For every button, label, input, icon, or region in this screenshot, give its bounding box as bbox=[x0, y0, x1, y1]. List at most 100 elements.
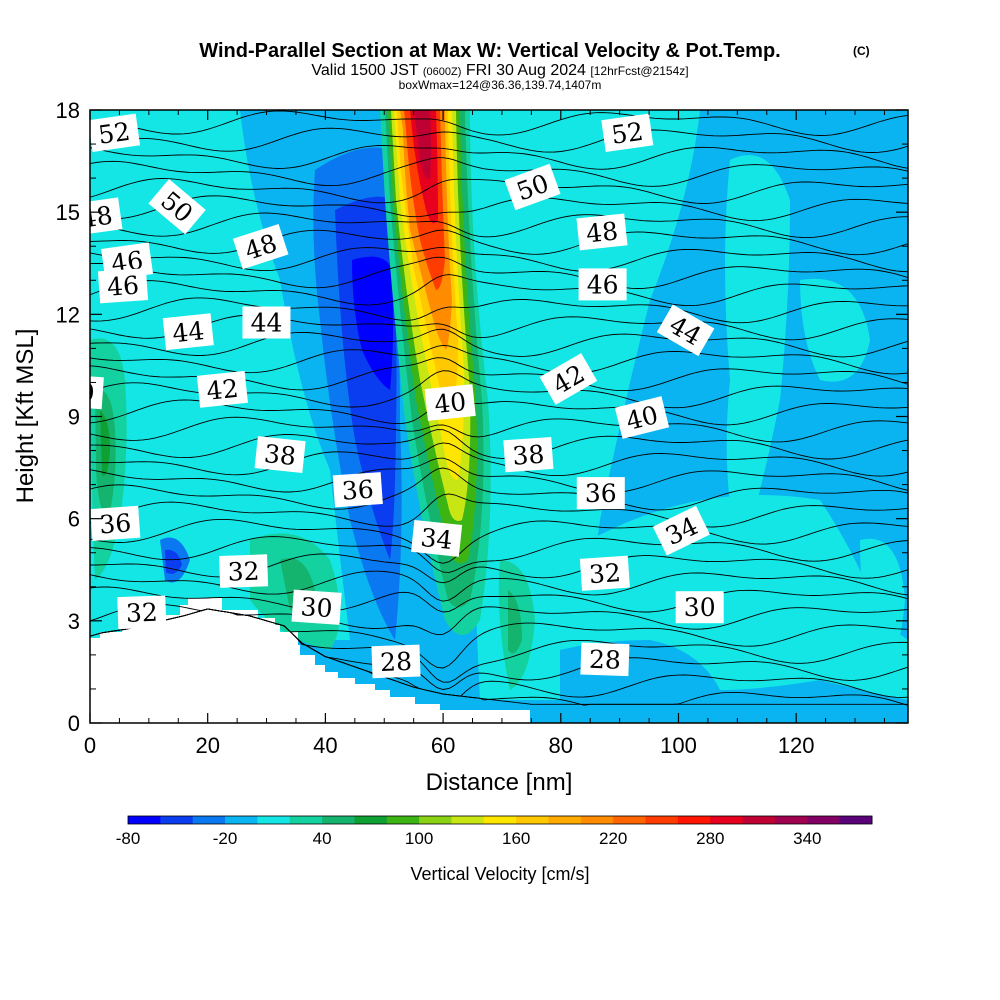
contour-label: 28 bbox=[580, 642, 630, 677]
colorbar: -80 -20 40 100 160 220 280 340 bbox=[116, 815, 873, 848]
contour-label-box bbox=[97, 268, 149, 304]
theta-contour bbox=[90, 328, 908, 358]
colorbar-swatch bbox=[257, 816, 291, 824]
contour-label-text: 36 bbox=[585, 479, 617, 508]
contour-label: 32 bbox=[219, 554, 269, 588]
chart-subtitle2: boxWmax=124@36.36,139.74,1407m bbox=[399, 78, 602, 92]
colorbar-tick-label: 220 bbox=[599, 829, 627, 848]
contour-label-text: 34 bbox=[419, 523, 454, 555]
chart-subtitle: Valid 1500 JST (0600Z) FRI 30 Aug 2024 [… bbox=[311, 62, 688, 79]
field-blue-region bbox=[560, 640, 908, 723]
contour-label-text: 30 bbox=[300, 592, 334, 623]
theta-contour bbox=[90, 127, 908, 153]
contour-label-text: 44 bbox=[251, 309, 283, 338]
theta-contour bbox=[90, 256, 908, 289]
chart-title-mark: (C) bbox=[853, 44, 870, 58]
contour-label-text: 42 bbox=[205, 374, 240, 406]
contour-label: 44 bbox=[162, 313, 214, 351]
contour-label-box bbox=[579, 555, 630, 591]
colorbar-swatch bbox=[322, 816, 355, 824]
contour-label: 36 bbox=[332, 472, 383, 508]
theta-contour bbox=[90, 178, 908, 204]
contour-label-text: 32 bbox=[588, 558, 622, 589]
contour-label-text: 52 bbox=[610, 117, 646, 150]
x-tick-label: 120 bbox=[778, 733, 815, 758]
theta-contour bbox=[90, 457, 908, 494]
colorbar-tick-label: -80 bbox=[116, 829, 141, 848]
x-axis: 0 20 40 60 80 100 120 bbox=[84, 110, 885, 758]
contour-label-text: 28 bbox=[380, 647, 413, 677]
contour-label-box bbox=[656, 304, 715, 357]
theta-contour bbox=[90, 229, 908, 256]
colorbar-swatch bbox=[742, 816, 776, 824]
contour-label: 52 bbox=[601, 113, 654, 152]
contour-label-box bbox=[148, 179, 206, 235]
field-green-region bbox=[508, 590, 522, 654]
contour-label: 46 bbox=[97, 268, 149, 304]
colorbar-swatch bbox=[419, 816, 452, 824]
contour-label-box bbox=[254, 436, 306, 474]
colorbar-tick-label: 40 bbox=[313, 829, 332, 848]
theta-contour bbox=[90, 603, 908, 636]
contour-label: 32 bbox=[117, 595, 167, 630]
contour-label-box bbox=[580, 642, 630, 677]
colorbar-swatch bbox=[807, 816, 841, 824]
x-tick-label: 80 bbox=[549, 733, 573, 758]
contour-label: 40 bbox=[424, 384, 476, 421]
colorbar-tick-label: 280 bbox=[696, 829, 724, 848]
y-tick-label: 15 bbox=[56, 200, 80, 225]
colorbar-swatch bbox=[548, 816, 582, 824]
contour-label: 48 bbox=[90, 197, 123, 236]
contour-label-text: 32 bbox=[125, 598, 158, 628]
colorbar-swatch bbox=[451, 816, 485, 824]
subtitle-fcst: [12hrFcst@2154z] bbox=[590, 64, 688, 78]
contour-label-box bbox=[117, 595, 167, 630]
colorbar-swatch bbox=[128, 816, 161, 824]
contour-label-text: 40 bbox=[62, 377, 96, 408]
theta-contour bbox=[90, 212, 908, 239]
colorbar-swatch bbox=[516, 816, 550, 824]
contour-label-text: 36 bbox=[341, 475, 375, 506]
y-tick-label: 9 bbox=[68, 405, 80, 430]
contour-label: 36 bbox=[90, 505, 141, 542]
contour-label-box bbox=[242, 306, 291, 339]
x-tick-label: 60 bbox=[431, 733, 455, 758]
colorbar-swatch bbox=[710, 816, 744, 824]
contour-label: 38 bbox=[503, 436, 554, 473]
contour-label-text: 46 bbox=[587, 270, 619, 299]
contour-label-box bbox=[90, 505, 141, 542]
contour-label-text: 40 bbox=[433, 387, 468, 419]
colorbar-swatch bbox=[225, 816, 258, 824]
contour-label-text: 44 bbox=[171, 316, 206, 348]
contour-label-box bbox=[196, 370, 248, 408]
contour-label: 30 bbox=[291, 589, 342, 625]
contour-label-text: 46 bbox=[106, 271, 140, 302]
theta-contours bbox=[90, 110, 908, 706]
contour-label-box bbox=[576, 477, 625, 510]
contour-label-text: 30 bbox=[684, 593, 716, 622]
contour-label-box bbox=[601, 113, 654, 152]
field-updraft-region bbox=[414, 110, 431, 180]
terrain-mask bbox=[90, 598, 530, 723]
theta-contour bbox=[90, 518, 908, 564]
y-tick-label: 12 bbox=[56, 302, 80, 327]
contour-label-box bbox=[90, 113, 141, 152]
y-tick-label: 6 bbox=[68, 507, 80, 532]
contour-label-box bbox=[411, 519, 463, 557]
contour-label-text: 48 bbox=[585, 216, 620, 248]
contour-label-text: 28 bbox=[588, 645, 621, 675]
contour-label-text: 36 bbox=[98, 508, 132, 539]
subtitle-zulu: (0600Z) bbox=[423, 66, 462, 78]
colorbar-swatch bbox=[160, 816, 194, 824]
theta-contour bbox=[90, 246, 908, 273]
contour-label: 40 bbox=[614, 396, 670, 439]
theta-contour bbox=[90, 297, 908, 324]
contour-label: 50 bbox=[504, 163, 561, 211]
y-tick-label: 3 bbox=[68, 609, 80, 634]
colorbar-tick-label: -20 bbox=[213, 829, 238, 848]
theta-contour bbox=[90, 416, 908, 443]
x-tick-label: 100 bbox=[660, 733, 697, 758]
contour-label: 38 bbox=[254, 436, 306, 474]
colorbar-tick-label: 100 bbox=[405, 829, 433, 848]
